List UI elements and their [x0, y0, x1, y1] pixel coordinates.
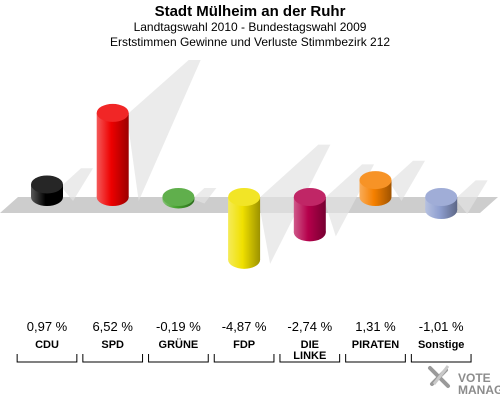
votemanager-logo: VOTEMANAGER	[428, 365, 500, 397]
value-label: -1,01 %	[419, 319, 464, 334]
chart-subtitle-election: Landtagswahl 2010 - Bundestagswahl 2009	[133, 20, 367, 34]
value-label: 1,31 %	[355, 319, 396, 334]
bar-piraten	[359, 160, 426, 206]
logo-text: MANAGER	[458, 383, 500, 397]
bar-grüne	[162, 188, 217, 209]
chart-header: Stadt Mülheim an der Ruhr Landtagswahl 2…	[0, 0, 500, 50]
bar-cdu	[31, 168, 94, 206]
category-bracket	[148, 354, 209, 363]
category-bracket	[279, 354, 341, 363]
category-label: GRÜNE	[159, 338, 199, 351]
chart-subtitle-description: Erststimmen Gewinne und Verluste Stimmbe…	[109, 35, 391, 49]
category-label: PIRATEN	[352, 339, 400, 351]
category-bracket	[410, 354, 472, 363]
category-label: CDU	[35, 339, 59, 351]
value-label: -0,19 %	[156, 319, 201, 334]
bar-spd	[96, 60, 201, 206]
value-label: -4,87 %	[222, 319, 267, 334]
category-label: DIE	[301, 339, 319, 351]
logo-text: VOTE	[458, 371, 491, 385]
category-bracket	[82, 354, 144, 363]
bar-sonstige	[425, 180, 488, 220]
value-label: 0,97 %	[27, 319, 68, 334]
category-label: FDP	[233, 339, 255, 351]
value-label: -2,74 %	[287, 319, 332, 334]
category-label: LINKE	[293, 350, 326, 362]
category-bracket	[345, 354, 406, 363]
category-label: SPD	[101, 339, 124, 351]
value-label: 6,52 %	[92, 319, 133, 334]
category-bracket	[16, 354, 78, 363]
chart-title: Stadt Mülheim an der Ruhr	[154, 3, 346, 20]
category-bracket	[213, 354, 275, 363]
category-label: Sonstige	[418, 339, 464, 351]
